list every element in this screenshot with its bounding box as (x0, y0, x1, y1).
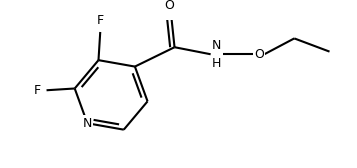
Text: N: N (212, 39, 221, 52)
Text: O: O (164, 0, 174, 12)
Text: F: F (97, 14, 104, 27)
Text: O: O (254, 48, 264, 61)
Text: F: F (34, 84, 41, 97)
Text: N: N (83, 117, 92, 130)
Text: H: H (212, 57, 221, 70)
